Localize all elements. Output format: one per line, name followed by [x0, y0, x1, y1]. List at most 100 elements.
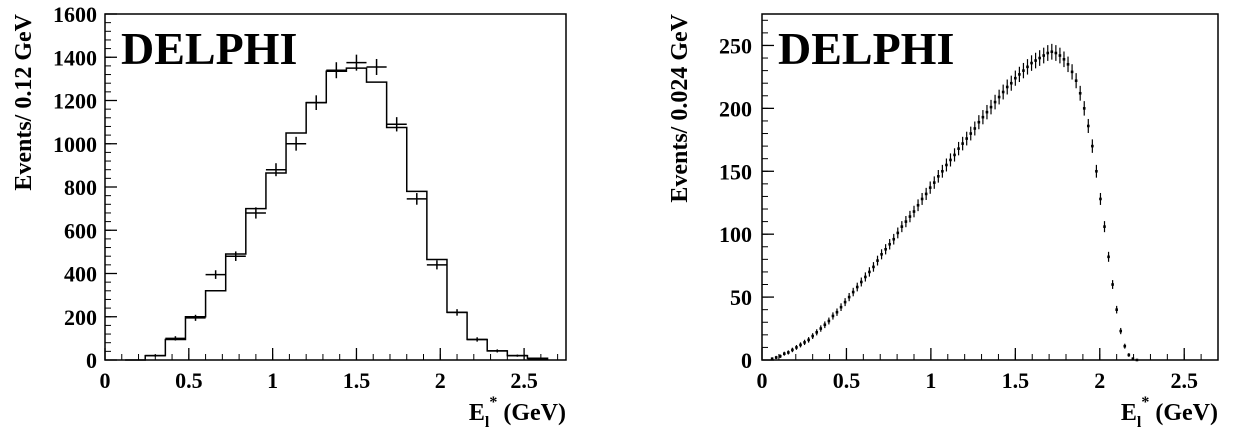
data-point-marker: [1018, 73, 1021, 76]
experiment-label: DELPHI: [778, 23, 954, 74]
data-point: [843, 298, 847, 307]
data-point-marker: [1058, 54, 1062, 57]
data-point: [799, 342, 802, 348]
data-point: [205, 270, 226, 279]
data-point: [346, 54, 367, 71]
data-point-marker: [981, 115, 985, 119]
data-point: [467, 337, 488, 342]
data-point-marker: [1123, 344, 1127, 348]
data-point-marker: [924, 192, 928, 196]
data-point-marker: [916, 203, 920, 207]
y-tick-label: 1400: [53, 45, 97, 70]
data-point-marker: [1030, 61, 1033, 65]
data-point-marker: [993, 100, 997, 104]
data-point-marker: [864, 275, 867, 279]
data-point: [860, 277, 863, 287]
x-tick-label: 0: [100, 368, 111, 393]
data-point-marker: [949, 158, 952, 162]
y-tick-label: 200: [64, 305, 97, 330]
data-point-marker: [888, 242, 891, 246]
data-point-marker: [965, 137, 968, 140]
data-point: [815, 329, 819, 336]
data-point: [847, 292, 851, 302]
data-point: [957, 141, 960, 156]
y-tick-label: 0: [86, 348, 97, 373]
data-point: [1135, 358, 1139, 362]
data-point-marker: [932, 181, 936, 184]
y-tick-label: 1200: [53, 89, 97, 114]
data-point: [366, 58, 387, 75]
x-tick-label: 0: [757, 368, 768, 393]
data-point: [1131, 357, 1135, 361]
data-point: [977, 115, 981, 130]
data-point: [1103, 221, 1106, 233]
data-point-marker: [896, 231, 900, 235]
data-point: [1034, 52, 1037, 69]
histogram-line: [125, 67, 549, 361]
data-point-marker: [819, 327, 823, 330]
data-point: [872, 262, 875, 272]
data-point: [446, 309, 468, 316]
data-point-marker: [1091, 144, 1094, 148]
data-point: [945, 158, 948, 172]
x-tick-label: 1.5: [343, 368, 371, 393]
data-point: [819, 325, 823, 332]
data-point: [961, 136, 964, 151]
data-point: [286, 136, 307, 151]
data-point: [835, 308, 839, 316]
y-tick-label: 250: [719, 33, 752, 58]
data-point-marker: [945, 163, 948, 167]
data-point: [787, 350, 790, 355]
data-point-marker: [1038, 56, 1041, 60]
data-point: [145, 354, 166, 357]
x-tick-label: 1: [267, 368, 278, 393]
data-point-marker: [1005, 85, 1009, 89]
data-point: [888, 239, 891, 250]
data-point-marker: [1001, 90, 1005, 94]
data-point-marker: [1022, 69, 1025, 72]
x-axis-title-sub: l: [1137, 414, 1142, 431]
data-point-marker: [1046, 51, 1050, 55]
data-point: [1009, 75, 1013, 91]
data-point: [997, 89, 1001, 105]
data-point: [953, 148, 956, 162]
data-point: [949, 153, 952, 167]
x-tick-label: 2: [435, 368, 446, 393]
data-point-marker: [1119, 329, 1123, 333]
data-point: [1082, 101, 1086, 116]
data-point: [770, 357, 774, 361]
data-point: [225, 251, 246, 261]
data-point-marker: [1066, 63, 1070, 66]
data-point-marker: [904, 220, 908, 223]
data-point-marker: [989, 105, 993, 109]
data-point: [969, 126, 973, 141]
data-point: [941, 164, 944, 178]
data-point: [1074, 73, 1078, 89]
data-point: [1038, 50, 1041, 66]
data-point-marker: [1107, 255, 1110, 259]
data-point: [795, 345, 798, 350]
data-point: [1115, 305, 1118, 314]
data-point: [1030, 55, 1033, 71]
data-point: [981, 110, 985, 125]
data-point-marker: [831, 314, 835, 318]
data-point: [1014, 70, 1017, 86]
data-point-marker: [803, 341, 806, 344]
data-point: [920, 192, 924, 205]
data-point: [507, 354, 528, 357]
data-point-marker: [770, 357, 774, 361]
data-point: [884, 244, 887, 255]
data-point-marker: [941, 169, 944, 173]
data-point: [932, 176, 936, 189]
data-point: [1107, 251, 1110, 262]
data-point-marker: [799, 343, 802, 347]
data-point-marker: [843, 300, 847, 304]
x-tick-label: 2.5: [1170, 368, 1198, 393]
data-point: [916, 199, 920, 212]
data-point: [1058, 47, 1062, 64]
data-point: [912, 205, 916, 218]
y-axis-title: Events/ 0.12 GeV: [11, 13, 37, 190]
data-point: [1095, 164, 1098, 178]
data-point-marker: [1070, 70, 1074, 74]
